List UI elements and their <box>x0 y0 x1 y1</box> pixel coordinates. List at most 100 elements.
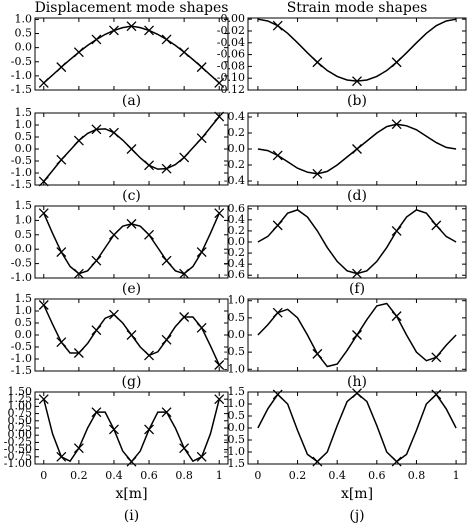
sensor-marker <box>56 451 67 462</box>
y-tick-label: 1.0 <box>15 304 33 317</box>
sensor-marker <box>214 394 225 405</box>
x-tick-label: 0.2 <box>289 469 307 482</box>
y-tick-label: 0.0 <box>228 142 246 155</box>
y-tick-label: -0.5 <box>11 154 32 167</box>
sensor-marker <box>91 124 102 135</box>
sensor-marker <box>126 218 137 229</box>
y-tick-label: 0.75 <box>8 407 33 420</box>
y-tick-label: 0.0 <box>228 421 246 434</box>
x-tick-label: 0.2 <box>70 469 88 482</box>
x-tick-label: 0.6 <box>368 469 386 482</box>
y-tick-label: -1.00 <box>4 457 32 470</box>
y-tick-label: 1.5 <box>15 292 33 305</box>
axes-frame <box>34 205 229 279</box>
y-tick-label: -0.02 <box>217 24 245 37</box>
sensor-marker <box>214 77 225 88</box>
y-tick-label: -0.2 <box>224 158 245 171</box>
sensor-marker <box>214 208 225 219</box>
sensor-marker <box>179 268 190 279</box>
y-tick-label: 0.2 <box>228 224 246 237</box>
sensor-marker <box>272 220 283 231</box>
y-tick-label: 1.5 <box>15 106 33 119</box>
sensor-marker <box>73 443 84 454</box>
y-tick-label: -0.6 <box>224 268 245 281</box>
mode-curve <box>43 212 220 275</box>
sensor-marker <box>144 229 155 240</box>
sensor-marker <box>91 407 102 418</box>
y-tick-label: -0.5 <box>11 55 32 68</box>
y-tick-label: -0.5 <box>11 340 32 353</box>
sensor-marker <box>126 144 137 154</box>
sensor-marker <box>144 350 155 361</box>
sensor-marker <box>272 150 283 161</box>
sensor-marker <box>352 144 362 154</box>
panel-title: Strain mode shapes <box>287 0 428 16</box>
y-tick-label: 1.0 <box>15 118 33 131</box>
sensor-marker <box>196 133 207 144</box>
y-tick-label: 1.0 <box>228 397 246 410</box>
axes-frame <box>34 391 229 465</box>
x-tick-label: 0.4 <box>328 469 346 482</box>
x-tick-label: 0 <box>40 469 47 482</box>
y-tick-label: 1.00 <box>8 399 33 412</box>
panel-label: (e) <box>122 281 141 297</box>
sensor-marker <box>38 394 49 405</box>
x-tick-label: 0.4 <box>105 469 123 482</box>
sensor-marker <box>272 20 283 31</box>
sensor-marker <box>126 330 137 340</box>
y-tick-label: -0.4 <box>224 174 245 187</box>
panel-label: (d) <box>347 188 367 204</box>
y-tick-label: -1.0 <box>11 352 32 365</box>
sensor-marker <box>352 388 362 399</box>
y-tick-label: 1.5 <box>228 385 246 398</box>
sensor-marker <box>73 47 84 58</box>
y-tick-label: 0.5 <box>228 311 246 324</box>
sensor-marker <box>391 225 402 236</box>
panel-label: (c) <box>122 188 141 204</box>
sensor-marker <box>38 208 49 219</box>
y-tick-label: 0.0 <box>15 142 33 155</box>
y-tick-label: 1.50 <box>8 385 33 398</box>
y-tick-label: -0.4 <box>224 257 245 270</box>
sensor-marker <box>38 176 49 187</box>
sensor-marker <box>179 312 190 322</box>
sensor-marker <box>56 154 67 165</box>
y-tick-label: 0.0 <box>15 328 33 341</box>
sensor-marker <box>108 229 119 240</box>
y-tick-label: -1.0 <box>11 166 32 179</box>
y-tick-label: -1.0 <box>224 445 245 458</box>
sensor-marker <box>126 21 137 32</box>
sensor-marker <box>108 25 119 36</box>
y-tick-label: 0.25 <box>8 421 33 434</box>
panel-label: (g) <box>122 374 142 390</box>
sensor-marker <box>161 163 172 174</box>
y-tick-label: 1.0 <box>15 12 33 25</box>
y-tick-label: 1.0 <box>228 294 246 307</box>
sensor-marker <box>312 348 323 359</box>
sensor-marker <box>56 337 67 348</box>
mode-curve <box>43 25 220 84</box>
y-tick-label: -0.2 <box>224 246 245 259</box>
sensor-marker <box>144 160 155 171</box>
sensor-marker <box>108 309 119 320</box>
sensor-marker <box>73 268 84 279</box>
y-tick-label: -0.5 <box>11 257 32 270</box>
sensor-marker <box>352 330 362 340</box>
sensor-marker <box>161 255 172 266</box>
y-tick-label: 0.2 <box>228 126 246 139</box>
sensor-marker <box>144 25 155 36</box>
sensor-marker <box>352 268 362 279</box>
sensor-marker <box>312 57 323 68</box>
sensor-marker <box>214 360 225 370</box>
sensor-marker <box>391 57 402 68</box>
y-tick-label: -1.5 <box>11 83 32 96</box>
x-axis-label: x[m] <box>115 486 147 502</box>
sensor-marker <box>196 247 207 258</box>
sensor-marker <box>391 119 402 130</box>
mode-curve <box>257 209 457 275</box>
y-tick-label: 0.5 <box>15 130 33 143</box>
panel-label: (j) <box>349 508 364 524</box>
x-tick-label: 1 <box>453 469 460 482</box>
sensor-marker <box>73 348 84 358</box>
